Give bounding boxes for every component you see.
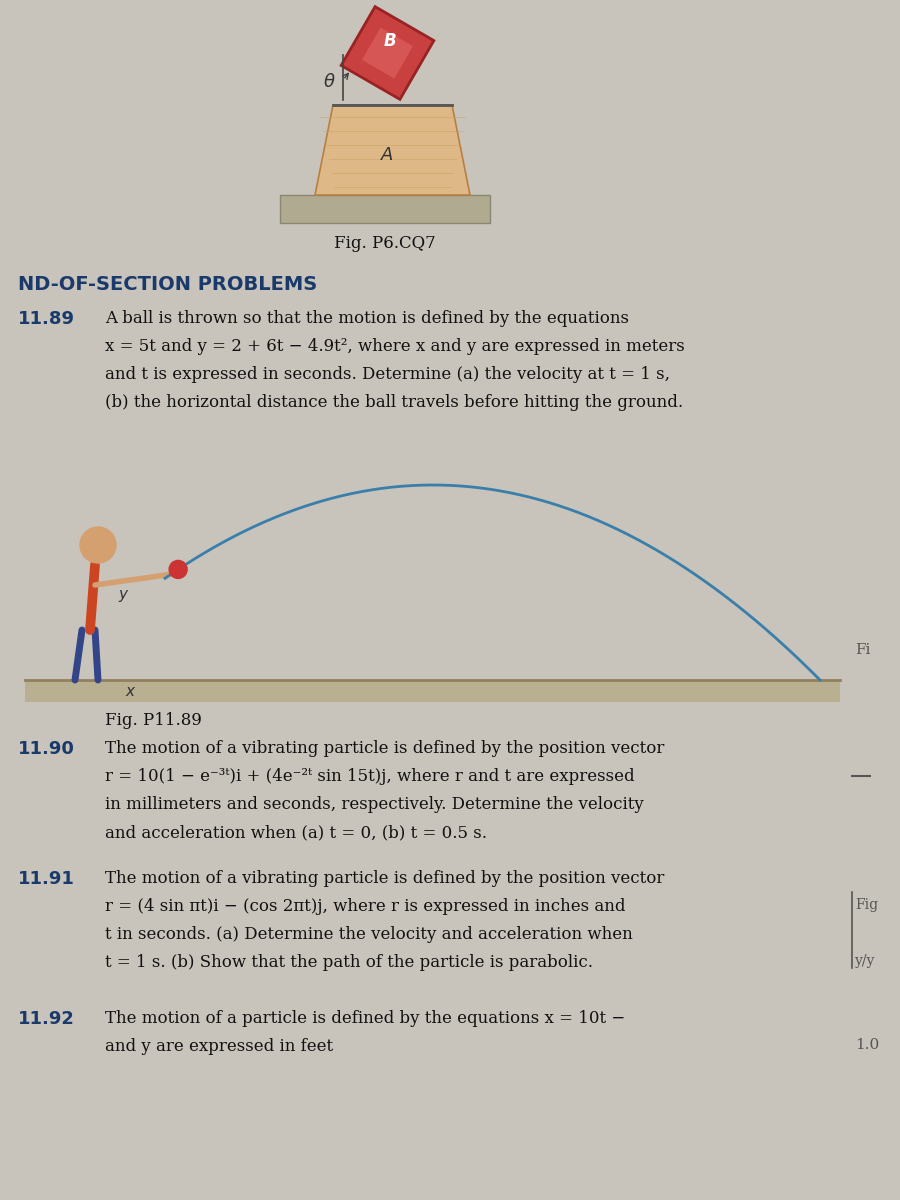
Text: Fig: Fig	[855, 898, 878, 912]
Text: Fig. P6.CQ7: Fig. P6.CQ7	[334, 235, 436, 252]
Text: The motion of a particle is defined by the equations x = 10t −: The motion of a particle is defined by t…	[105, 1010, 626, 1027]
Text: 11.91: 11.91	[18, 870, 75, 888]
Polygon shape	[280, 194, 490, 223]
Text: Fi: Fi	[855, 643, 870, 658]
Text: and t is expressed in seconds. Determine (a) the velocity at t = 1 s,: and t is expressed in seconds. Determine…	[105, 366, 670, 383]
Text: and y are expressed in feet: and y are expressed in feet	[105, 1038, 333, 1055]
Text: (b) the horizontal distance the ball travels before hitting the ground.: (b) the horizontal distance the ball tra…	[105, 394, 683, 410]
Text: Fig. P11.89: Fig. P11.89	[105, 712, 202, 728]
Text: in millimeters and seconds, respectively. Determine the velocity: in millimeters and seconds, respectively…	[105, 796, 644, 814]
Text: A ball is thrown so that the motion is defined by the equations: A ball is thrown so that the motion is d…	[105, 310, 629, 326]
Text: 1.0: 1.0	[855, 1038, 879, 1052]
Text: 11.89: 11.89	[18, 310, 75, 328]
Text: and acceleration when (a) t = 0, (b) t = 0.5 s.: and acceleration when (a) t = 0, (b) t =…	[105, 824, 487, 841]
Text: r = 10(1 − e⁻³ᵗ)i + (4e⁻²ᵗ sin 15t)j, where r and t are expressed: r = 10(1 − e⁻³ᵗ)i + (4e⁻²ᵗ sin 15t)j, wh…	[105, 768, 634, 785]
Text: 11.92: 11.92	[18, 1010, 75, 1028]
Text: A: A	[382, 145, 393, 163]
Polygon shape	[315, 104, 470, 194]
Polygon shape	[25, 680, 840, 702]
Text: ND-OF-SECTION PROBLEMS: ND-OF-SECTION PROBLEMS	[18, 275, 317, 294]
Polygon shape	[341, 7, 434, 100]
Text: $\theta$: $\theta$	[323, 73, 336, 91]
Text: t in seconds. (a) Determine the velocity and acceleration when: t in seconds. (a) Determine the velocity…	[105, 926, 633, 943]
Text: x = 5t and y = 2 + 6t − 4.9t², where x and y are expressed in meters: x = 5t and y = 2 + 6t − 4.9t², where x a…	[105, 338, 685, 355]
Text: The motion of a vibrating particle is defined by the position vector: The motion of a vibrating particle is de…	[105, 870, 664, 887]
Text: 11.90: 11.90	[18, 740, 75, 758]
Circle shape	[169, 560, 187, 578]
Text: y: y	[118, 588, 127, 602]
Circle shape	[80, 527, 116, 563]
Text: x: x	[125, 684, 134, 700]
Text: y/y: y/y	[855, 954, 876, 968]
Text: t = 1 s. (b) Show that the path of the particle is parabolic.: t = 1 s. (b) Show that the path of the p…	[105, 954, 593, 971]
Text: B: B	[383, 32, 396, 50]
Text: The motion of a vibrating particle is defined by the position vector: The motion of a vibrating particle is de…	[105, 740, 664, 757]
Text: r = (4 sin πt)i − (cos 2πt)j, where r is expressed in inches and: r = (4 sin πt)i − (cos 2πt)j, where r is…	[105, 898, 626, 914]
Polygon shape	[362, 28, 413, 78]
